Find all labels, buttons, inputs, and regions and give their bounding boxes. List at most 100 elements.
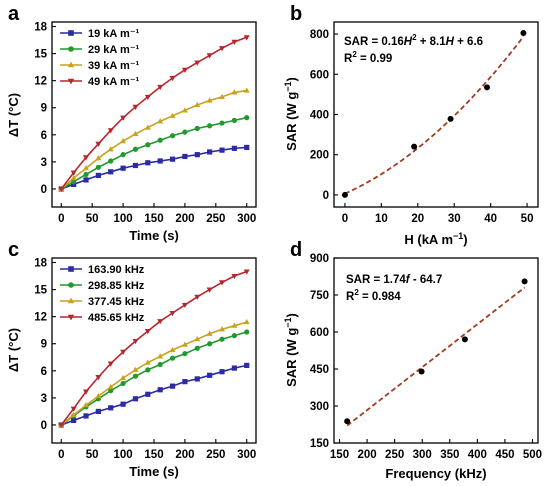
data-point	[207, 123, 213, 129]
data-point	[194, 125, 200, 132]
data-point	[243, 269, 250, 275]
series-line-1	[61, 364, 247, 426]
data-point	[70, 406, 77, 412]
data-point	[411, 143, 418, 150]
legend-swatch-marker	[67, 297, 75, 304]
data-point	[107, 383, 114, 390]
data-point	[83, 401, 89, 408]
x-tick-label: 0	[58, 449, 64, 461]
data-point	[206, 53, 213, 59]
data-point	[182, 153, 188, 160]
data-point	[206, 287, 213, 293]
panel-b: 0 10 20 30 40 50 0 200 400 600 800 H (kA m−1) SAR …	[283, 21, 539, 247]
data-point	[219, 280, 225, 286]
data-point	[70, 175, 77, 181]
data-point	[207, 149, 213, 155]
y-tick-label: 12	[34, 312, 47, 324]
data-point	[169, 346, 176, 353]
data-point	[244, 115, 250, 121]
data-point	[58, 186, 65, 193]
x-tick-label: 300	[237, 449, 256, 461]
data-point	[244, 329, 250, 335]
data-point	[194, 336, 201, 342]
data-point	[194, 376, 200, 382]
y-tick-label: 750	[310, 290, 329, 302]
x-tick-label: 150	[330, 449, 349, 461]
x-tick-label: 250	[206, 213, 225, 225]
data-point	[107, 146, 114, 152]
x-axis-label: H (kA m−1)	[404, 231, 467, 247]
data-point	[194, 152, 200, 158]
x-tick-label: 200	[175, 449, 194, 461]
data-point	[194, 101, 201, 108]
data-point	[144, 124, 151, 130]
data-point	[132, 396, 139, 402]
data-point	[207, 372, 213, 378]
fit-line	[344, 35, 525, 195]
data-point	[157, 118, 164, 124]
data-point	[108, 169, 114, 175]
data-point	[461, 336, 468, 343]
data-point	[181, 302, 188, 309]
plot-frame	[51, 257, 257, 444]
y-tick-label: 600	[310, 69, 329, 81]
y-tick-label: 0	[41, 420, 47, 432]
y-axis-label: SAR (W g−1)	[283, 77, 299, 151]
series-line-4	[60, 270, 247, 426]
data-point	[95, 172, 101, 179]
y-tick-label: 12	[34, 76, 47, 88]
y-tick-label: 15	[34, 285, 47, 297]
data-point	[194, 294, 201, 300]
data-point	[169, 112, 176, 118]
x-tick-label: 100	[113, 213, 132, 225]
x-tick-label: 40	[484, 213, 497, 225]
x-axis-label: Time (s)	[129, 228, 179, 243]
x-tick-label: 500	[523, 449, 542, 461]
fit-line	[346, 286, 526, 427]
data-point	[83, 171, 89, 178]
series-line-3	[60, 321, 247, 426]
x-tick-label: 150	[144, 213, 163, 225]
data-point	[418, 368, 425, 375]
data-point	[231, 39, 238, 45]
data-point	[132, 162, 139, 169]
y-tick-label: 6	[41, 366, 47, 378]
data-point	[219, 147, 225, 153]
data-point	[95, 155, 102, 161]
series-line-1	[61, 146, 247, 190]
x-tick-label: 0	[58, 213, 64, 225]
fit-equation: SAR = 1.74f - 64.7	[346, 274, 442, 286]
x-tick-label: 50	[86, 213, 99, 225]
data-point	[132, 104, 139, 110]
series-line-2	[60, 331, 247, 426]
x-tick-label: 30	[448, 213, 461, 225]
data-point	[108, 158, 114, 164]
data-point	[83, 155, 89, 161]
x-tick-label: 250	[206, 449, 225, 461]
x-tick-label: 100	[113, 449, 132, 461]
y-tick-label: 400	[310, 110, 329, 122]
data-point	[181, 341, 188, 347]
data-point	[83, 177, 89, 183]
data-point	[144, 359, 151, 365]
legend-swatch-marker	[68, 30, 74, 36]
plot-frame	[333, 21, 539, 208]
data-point	[120, 380, 126, 387]
data-point	[206, 97, 213, 103]
y-tick-label: 150	[310, 438, 329, 450]
data-point	[219, 326, 225, 332]
x-tick-label: 350	[440, 449, 459, 461]
data-point	[231, 117, 237, 123]
y-tick-label: 3	[41, 393, 47, 405]
y-tick-label: 9	[41, 103, 47, 115]
fit-r-squared: R2 = 0.99	[344, 50, 392, 65]
data-point	[341, 191, 348, 198]
data-point	[120, 349, 127, 355]
data-point	[219, 120, 225, 126]
data-point	[182, 129, 188, 135]
y-tick-label: 0	[323, 190, 329, 202]
data-point	[157, 84, 164, 91]
x-tick-label: 50	[86, 449, 99, 461]
data-point	[95, 141, 102, 147]
